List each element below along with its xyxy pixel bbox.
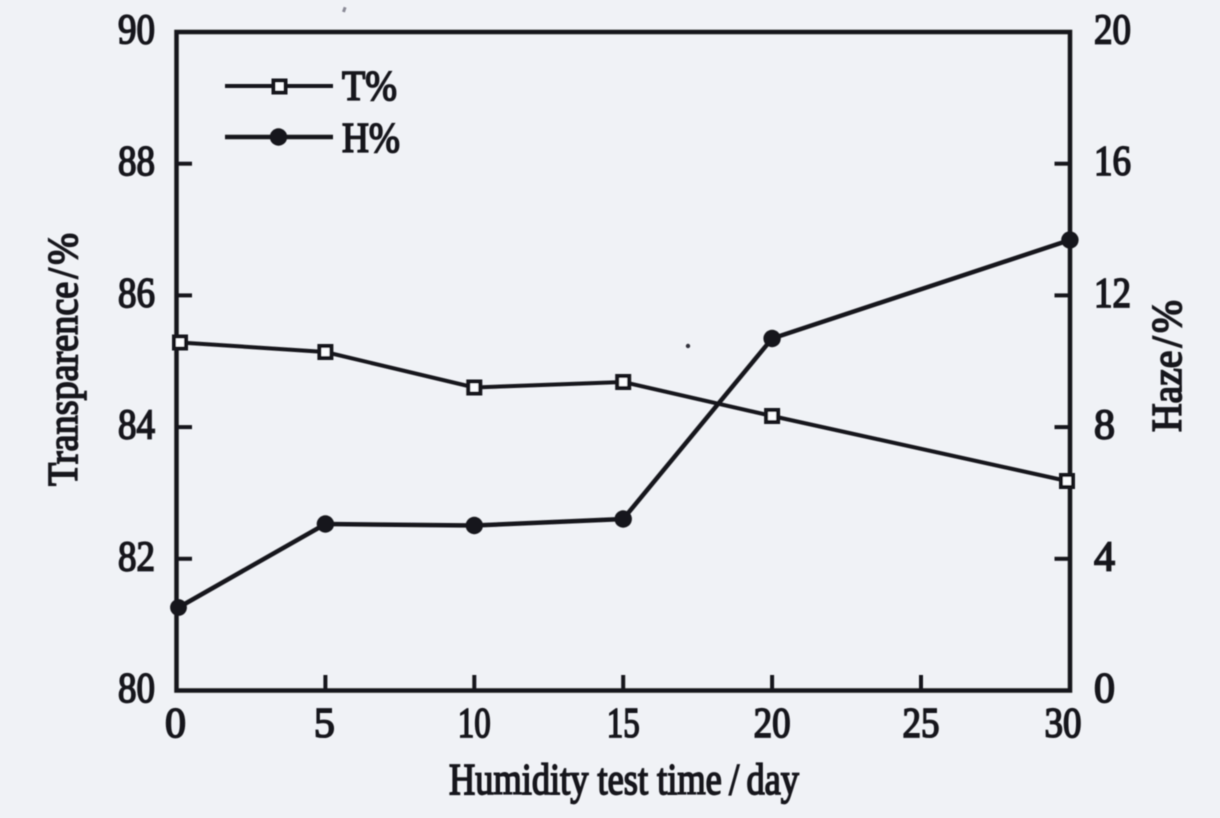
svg-text:Humidity test time / day: Humidity test time / day — [449, 755, 799, 804]
svg-text:12: 12 — [1094, 271, 1131, 317]
svg-text:88: 88 — [118, 139, 155, 185]
svg-text:0: 0 — [1094, 666, 1115, 712]
svg-text:20: 20 — [754, 701, 791, 747]
svg-text:15: 15 — [607, 701, 640, 747]
svg-text:30: 30 — [1045, 701, 1082, 747]
svg-text:84: 84 — [118, 403, 155, 449]
svg-text:80: 80 — [118, 666, 155, 712]
svg-text:Haze / %: Haze / % — [1145, 300, 1191, 432]
svg-text:T%: T% — [342, 64, 397, 110]
svg-text:10: 10 — [458, 701, 491, 747]
svg-text:4: 4 — [1094, 534, 1115, 580]
svg-text:86: 86 — [118, 271, 155, 317]
svg-text:H%: H% — [342, 116, 400, 162]
svg-text:5: 5 — [314, 701, 335, 747]
svg-text:16: 16 — [1094, 139, 1131, 185]
svg-text:0: 0 — [165, 701, 186, 747]
svg-text:25: 25 — [903, 701, 940, 747]
svg-text:8: 8 — [1094, 403, 1115, 449]
svg-text:20: 20 — [1094, 8, 1131, 54]
svg-text:90: 90 — [118, 8, 155, 54]
svg-text:Transparence / %: Transparence / % — [41, 233, 87, 486]
svg-text:82: 82 — [118, 534, 155, 580]
